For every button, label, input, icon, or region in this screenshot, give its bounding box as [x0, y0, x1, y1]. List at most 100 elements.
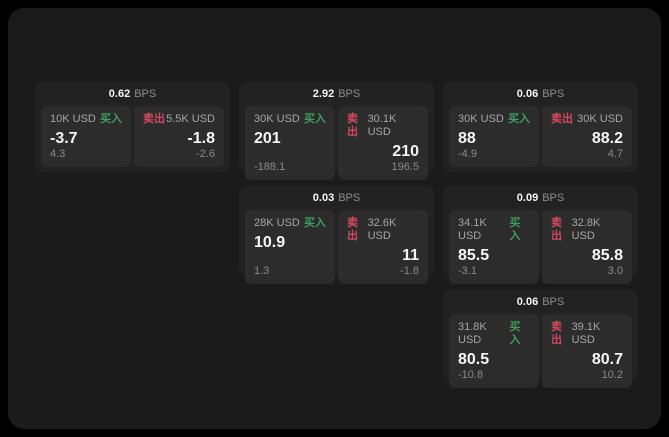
buy-tile[interactable]: 30K USD 买入 88 -4.9 [449, 106, 539, 167]
sell-price: 80.7 [591, 351, 623, 368]
quote-grid: 0.62 BPS 10K USD 买入 -3.7 4.3 卖出 5.5K USD… [35, 82, 638, 388]
sell-size-label: 39.1K USD [571, 321, 601, 346]
sell-price: 85.8 [591, 247, 623, 264]
buy-size-label: 31.8K USD [458, 321, 487, 346]
quote-card: 2.92 BPS 30K USD 买入 201 -188.1 卖出 30.1K … [239, 82, 434, 180]
quote-body: 10K USD 买入 -3.7 4.3 卖出 5.5K USD -1.8 -2.… [35, 106, 230, 172]
spread-unit-label: BPS [338, 88, 361, 100]
buy-delta: -4.9 [458, 148, 477, 160]
buy-tile-top: 30K USD 买入 [254, 113, 326, 126]
sell-tile[interactable]: 卖出 5.5K USD -1.8 -2.6 [134, 106, 224, 167]
buy-side-label: 买入 [100, 113, 122, 125]
quote-body: 30K USD 买入 201 -188.1 卖出 30.1K USD 210 1… [239, 106, 434, 185]
buy-tile[interactable]: 28K USD 买入 10.9 1.3 [245, 210, 335, 284]
sell-side-label: 卖出 [551, 113, 573, 125]
sell-size-label: 5.5K USD [166, 113, 215, 125]
sell-tile-top: 卖出 39.1K USD [551, 321, 623, 347]
buy-price: 201 [254, 130, 281, 147]
spread-header: 2.92 BPS [239, 82, 434, 106]
sell-tile[interactable]: 卖出 39.1K USD 80.7 10.2 [542, 314, 632, 388]
buy-price: 85.5 [458, 247, 490, 264]
sell-delta: 10.2 [601, 369, 623, 381]
sell-tile[interactable]: 卖出 32.6K USD 11 -1.8 [338, 210, 428, 284]
buy-delta: -10.8 [458, 369, 484, 381]
buy-tile-top: 10K USD 买入 [50, 113, 122, 126]
sell-tile[interactable]: 卖出 32.8K USD 85.8 3.0 [542, 210, 632, 284]
spread-value: 0.62 [108, 88, 131, 100]
quote-card: 0.06 BPS 31.8K USD 买入 80.5 -10.8 卖出 39.1… [443, 290, 638, 388]
buy-side-label: 买入 [509, 321, 521, 346]
sell-side-label: 卖出 [551, 321, 562, 346]
buy-size-label: 10K USD [50, 113, 96, 125]
sell-delta: -2.6 [196, 148, 215, 160]
buy-size-label: 30K USD [458, 113, 504, 125]
spread-value: 2.92 [312, 88, 335, 100]
sell-price: -1.8 [187, 130, 215, 147]
sell-delta: 196.5 [391, 161, 419, 173]
quote-body: 30K USD 买入 88 -4.9 卖出 30K USD 88.2 4.7 [443, 106, 638, 172]
buy-side-label: 买入 [509, 217, 521, 242]
buy-tile[interactable]: 34.1K USD 买入 85.5 -3.1 [449, 210, 539, 284]
spread-header: 0.03 BPS [239, 186, 434, 210]
quote-card: 0.06 BPS 30K USD 买入 88 -4.9 卖出 30K USD 8… [443, 82, 638, 172]
sell-tile-top: 卖出 30.1K USD [347, 113, 419, 139]
quote-body: 28K USD 买入 10.9 1.3 卖出 32.6K USD 11 -1.8 [239, 210, 434, 289]
spread-header: 0.62 BPS [35, 82, 230, 106]
sell-price: 11 [402, 247, 419, 264]
buy-delta: -188.1 [254, 161, 286, 173]
buy-price: -3.7 [50, 130, 78, 147]
quote-body: 31.8K USD 买入 80.5 -10.8 卖出 39.1K USD 80.… [443, 314, 638, 393]
quote-body: 34.1K USD 买入 85.5 -3.1 卖出 32.8K USD 85.8… [443, 210, 638, 289]
sell-side-label: 卖出 [347, 113, 358, 138]
spread-unit-label: BPS [542, 192, 565, 204]
quote-card: 0.09 BPS 34.1K USD 买入 85.5 -3.1 卖出 32.8K… [443, 186, 638, 284]
spread-header: 0.06 BPS [443, 290, 638, 314]
sell-tile[interactable]: 卖出 30.1K USD 210 196.5 [338, 106, 428, 180]
buy-delta: -3.1 [458, 265, 477, 277]
sell-tile-top: 卖出 32.8K USD [551, 217, 623, 243]
sell-price: 210 [392, 143, 419, 160]
buy-tile[interactable]: 31.8K USD 买入 80.5 -10.8 [449, 314, 539, 388]
sell-size-label: 30K USD [577, 113, 623, 125]
spread-value: 0.06 [516, 296, 539, 308]
buy-side-label: 买入 [508, 113, 530, 125]
buy-size-label: 28K USD [254, 217, 300, 229]
buy-delta: 1.3 [254, 265, 270, 277]
buy-tile-top: 34.1K USD 买入 [458, 217, 530, 243]
buy-tile-top: 31.8K USD 买入 [458, 321, 530, 347]
buy-side-label: 买入 [304, 217, 326, 229]
sell-delta: 3.0 [607, 265, 623, 277]
buy-tile[interactable]: 30K USD 买入 201 -188.1 [245, 106, 335, 180]
sell-delta: -1.8 [400, 265, 419, 277]
spread-unit-label: BPS [542, 296, 565, 308]
sell-delta: 4.7 [607, 148, 623, 160]
buy-delta: 4.3 [50, 148, 66, 160]
buy-price: 80.5 [458, 351, 490, 368]
sell-tile-top: 卖出 30K USD [551, 113, 623, 126]
sell-tile[interactable]: 卖出 30K USD 88.2 4.7 [542, 106, 632, 167]
spread-value: 0.09 [516, 192, 539, 204]
spread-unit-label: BPS [134, 88, 157, 100]
spread-value: 0.03 [312, 192, 335, 204]
spread-unit-label: BPS [542, 88, 565, 100]
sell-price: 88.2 [591, 130, 623, 147]
quote-card: 0.03 BPS 28K USD 买入 10.9 1.3 卖出 32.6K US… [239, 186, 434, 284]
buy-tile-top: 28K USD 买入 [254, 217, 326, 230]
spread-value: 0.06 [516, 88, 539, 100]
buy-tile[interactable]: 10K USD 买入 -3.7 4.3 [41, 106, 131, 167]
sell-side-label: 卖出 [551, 217, 562, 242]
quote-card: 0.62 BPS 10K USD 买入 -3.7 4.3 卖出 5.5K USD… [35, 82, 230, 172]
sell-tile-top: 卖出 5.5K USD [143, 113, 215, 126]
spread-header: 0.09 BPS [443, 186, 638, 210]
buy-price: 10.9 [254, 234, 286, 251]
quote-board-panel: 0.62 BPS 10K USD 买入 -3.7 4.3 卖出 5.5K USD… [8, 8, 661, 429]
spread-unit-label: BPS [338, 192, 361, 204]
sell-size-label: 30.1K USD [367, 113, 397, 138]
sell-side-label: 卖出 [143, 113, 165, 125]
buy-size-label: 34.1K USD [458, 217, 487, 242]
sell-size-label: 32.8K USD [571, 217, 601, 242]
sell-tile-top: 卖出 32.6K USD [347, 217, 419, 243]
buy-size-label: 30K USD [254, 113, 300, 125]
buy-tile-top: 30K USD 买入 [458, 113, 530, 126]
